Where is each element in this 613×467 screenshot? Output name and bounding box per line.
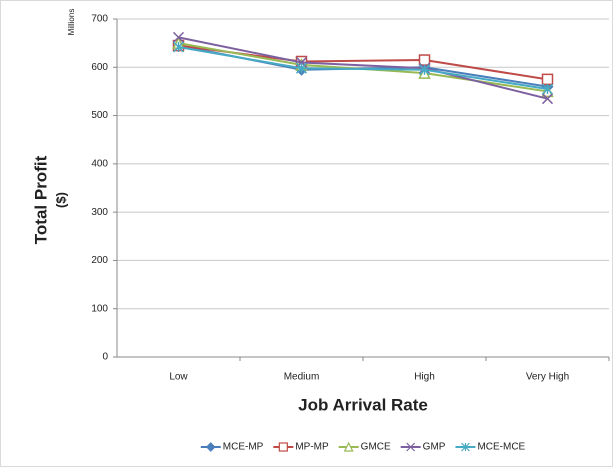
legend-marker: [205, 442, 216, 452]
y-tick-label: 200: [91, 255, 108, 266]
legend-marker: [343, 441, 354, 452]
data-point: [172, 31, 185, 43]
data-point: [541, 93, 554, 105]
y-tick-label: 300: [91, 207, 108, 218]
legend-marker: [406, 442, 416, 452]
data-point: [172, 41, 185, 53]
y-axis-unit: ($): [53, 192, 68, 208]
y-tick-label: 700: [91, 14, 108, 25]
x-tick-label: High: [414, 372, 435, 383]
legend-label: MCE-MP: [223, 442, 264, 453]
y-tick-label: 100: [91, 303, 108, 314]
data-point: [418, 64, 431, 76]
y-tick-label: 0: [102, 352, 108, 363]
y-tick-label: 400: [91, 158, 108, 169]
legend: MCE-MP MP-MP GMCE GMP MCE-MCE: [200, 441, 526, 453]
x-tick-label: Medium: [284, 372, 320, 383]
y-tick-label: 500: [91, 110, 108, 121]
x-tick-label: Low: [169, 372, 188, 383]
legend-marker: [461, 442, 470, 452]
series-line: [178, 46, 548, 91]
legend-label: MP-MP: [295, 442, 329, 453]
x-axis-title: Job Arrival Rate: [298, 395, 428, 414]
legend-label: MCE-MCE: [477, 442, 525, 453]
data-point: [418, 54, 431, 66]
legend-label: GMCE: [361, 442, 391, 453]
y-axis-title: Total Profit: [31, 155, 50, 244]
legend-label: GMP: [423, 442, 446, 453]
legend-marker: [278, 442, 288, 452]
data-point: [295, 62, 308, 74]
data-point: [541, 73, 554, 86]
data-point: [541, 83, 554, 95]
series-line: [178, 36, 548, 100]
y-tick-label: 600: [91, 62, 108, 73]
x-tick-label: Very High: [526, 372, 569, 383]
y-scale-note: Millions: [67, 9, 76, 36]
